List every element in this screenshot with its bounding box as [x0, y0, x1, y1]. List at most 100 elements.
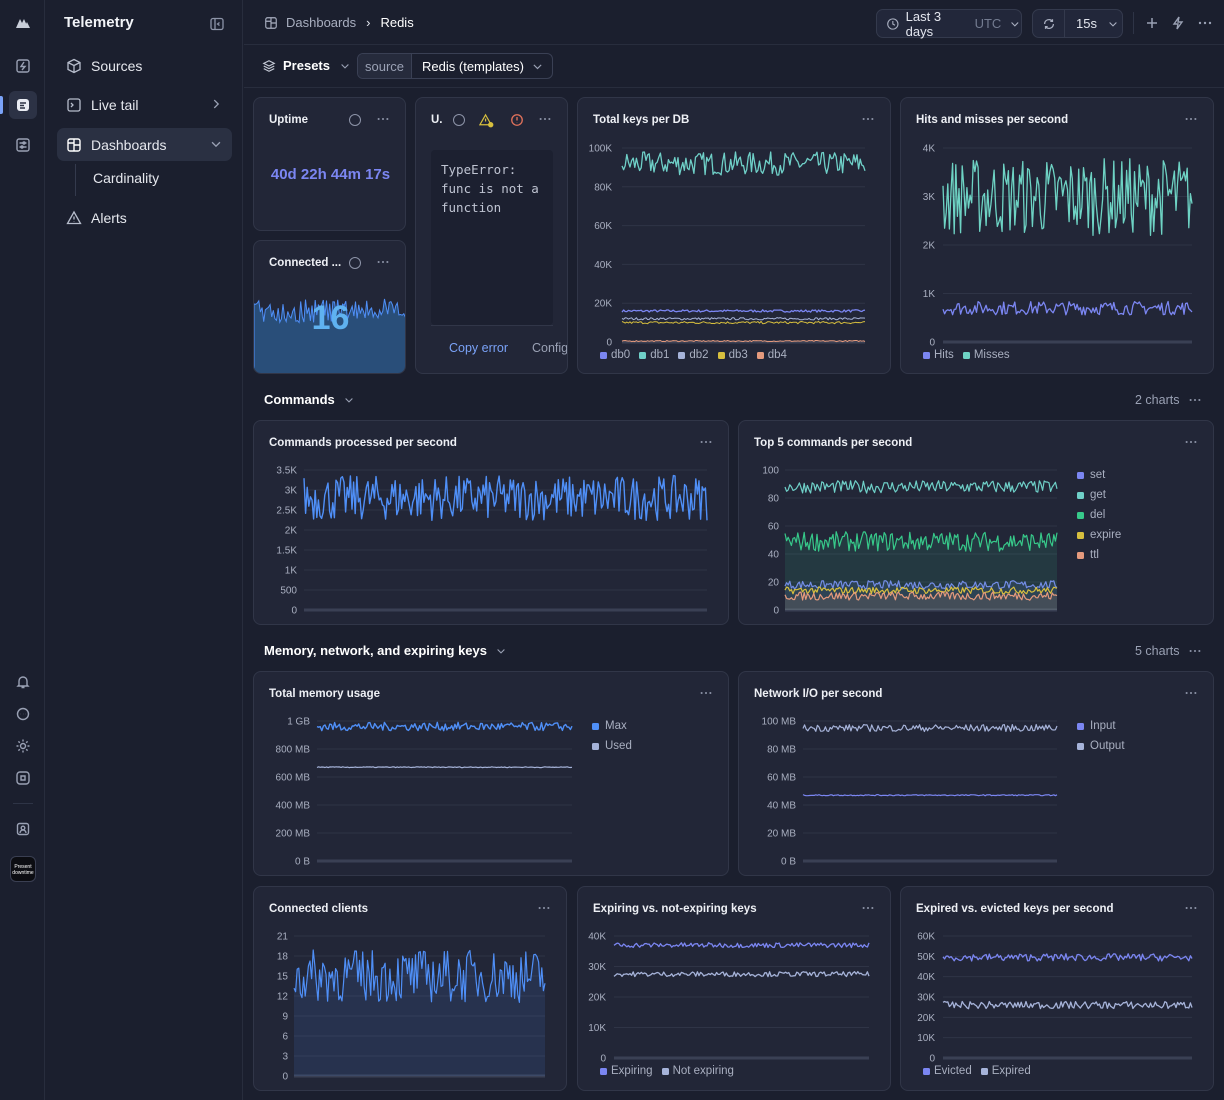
legend-label: Not expiring: [672, 1065, 734, 1077]
chart-top5: 100 80 60 40 20 0: [762, 466, 1058, 617]
series-line-used[interactable]: [316, 766, 573, 769]
refresh-button[interactable]: [1033, 10, 1065, 37]
series-line-clients[interactable]: [293, 949, 546, 1003]
presets-menu[interactable]: Presets: [262, 58, 358, 73]
sidebar-item-live-tail[interactable]: Live tail: [57, 88, 232, 121]
y-tick-label: 30K: [917, 993, 935, 1004]
more-icon[interactable]: [1184, 112, 1198, 126]
series-line-evicted[interactable]: [942, 953, 1193, 962]
series-line-expiring[interactable]: [613, 942, 870, 949]
metrics-icon[interactable]: [9, 131, 37, 159]
series-line-del[interactable]: [784, 531, 1058, 552]
series-line-db4[interactable]: [621, 340, 866, 343]
legend-item[interactable]: set: [1077, 465, 1121, 485]
series-line-max[interactable]: [316, 721, 573, 732]
legend-item[interactable]: Evicted: [923, 1065, 972, 1077]
logo-icon[interactable]: [9, 9, 37, 37]
section-memory[interactable]: Memory, network, and expiring keys: [264, 643, 507, 658]
legend-item[interactable]: Max: [592, 716, 632, 736]
sidebar-item-cardinality[interactable]: Cardinality: [93, 170, 160, 186]
series-line-db2[interactable]: [621, 317, 866, 321]
logs-icon[interactable]: [9, 91, 37, 119]
legend-item[interactable]: Not expiring: [661, 1065, 734, 1077]
series-line-input[interactable]: [802, 794, 1058, 797]
series-line-commands[interactable]: [303, 474, 708, 521]
legend: db0 db1 db2 db3 db4: [600, 349, 796, 361]
lightning-icon[interactable]: [1170, 15, 1186, 31]
series-line-db3[interactable]: [621, 320, 866, 325]
sidebar-item-dashboards[interactable]: Dashboards: [57, 128, 232, 161]
legend-item[interactable]: Misses: [962, 349, 1010, 361]
series-line-db0[interactable]: [621, 309, 866, 313]
legend-item[interactable]: Used: [592, 736, 632, 756]
dashboard-icon: [265, 16, 277, 29]
y-tick-label: 10K: [917, 1033, 935, 1044]
more-icon[interactable]: [699, 686, 713, 700]
more-icon[interactable]: [376, 255, 390, 269]
legend-item[interactable]: ttl: [1077, 545, 1121, 565]
series-line-get[interactable]: [784, 480, 1058, 494]
series-line-set[interactable]: [784, 580, 1058, 590]
section-commands[interactable]: Commands: [264, 392, 355, 407]
legend-item[interactable]: Input: [1077, 716, 1125, 736]
series-line-output[interactable]: [802, 723, 1058, 733]
legend-item[interactable]: db1: [639, 349, 669, 361]
breadcrumb-dashboards[interactable]: Dashboards: [286, 15, 357, 30]
more-icon[interactable]: [538, 112, 552, 126]
legend-item[interactable]: Expired: [980, 1065, 1031, 1077]
more-icon[interactable]: [1197, 15, 1213, 31]
sun-icon[interactable]: [9, 732, 37, 760]
user-settings-icon[interactable]: [9, 815, 37, 843]
y-tick-label: 0: [600, 1054, 606, 1065]
error-icon: [511, 114, 523, 126]
sidebar-item-sources[interactable]: Sources: [57, 49, 232, 82]
time-range-picker[interactable]: Last 3 days UTC: [876, 9, 1022, 39]
sidebar-item-alerts[interactable]: Alerts: [57, 201, 232, 234]
y-tick-label: 10K: [588, 1023, 606, 1034]
breadcrumb-redis: Redis: [380, 15, 414, 30]
plus-icon[interactable]: [1144, 15, 1160, 31]
more-icon[interactable]: [1184, 901, 1198, 915]
legend-swatch: [1077, 471, 1084, 479]
more-icon[interactable]: [537, 901, 551, 915]
panel-net: 100 MB 80 MB 60 MB 40 MB 20 MB 0 B Network I/…: [738, 671, 1214, 876]
legend-item[interactable]: db2: [678, 349, 709, 361]
series-line-misses[interactable]: [942, 158, 1193, 236]
y-tick-label: 9: [282, 1012, 288, 1023]
sidebar-item-label: Alerts: [91, 209, 127, 226]
more-icon[interactable]: [1188, 393, 1202, 407]
more-icon[interactable]: [861, 112, 875, 126]
copy-error-button[interactable]: Copy error: [449, 341, 509, 355]
legend-item[interactable]: db3: [717, 349, 748, 361]
more-icon[interactable]: [861, 901, 875, 915]
legend-item[interactable]: Output: [1077, 736, 1125, 756]
series-line-hits[interactable]: [942, 300, 1193, 316]
refresh-control[interactable]: 15s: [1032, 9, 1123, 38]
series-line-expire[interactable]: [784, 586, 1058, 595]
more-icon[interactable]: [1184, 686, 1198, 700]
legend-item[interactable]: expire: [1077, 525, 1121, 545]
telemetry-icon[interactable]: [9, 52, 37, 80]
chat-icon[interactable]: [9, 700, 37, 728]
source-select[interactable]: source Redis (templates): [357, 53, 553, 79]
sidebar-collapse-icon[interactable]: [209, 16, 225, 32]
y-tick-label: 20K: [917, 1013, 935, 1024]
more-icon[interactable]: [376, 112, 390, 126]
avatar[interactable]: Present downtime: [10, 856, 36, 882]
legend-item[interactable]: Expiring: [600, 1065, 653, 1077]
legend-item[interactable]: del: [1077, 505, 1121, 525]
series-line-db1[interactable]: [621, 151, 866, 176]
bell-icon[interactable]: [9, 668, 37, 696]
more-icon[interactable]: [1184, 435, 1198, 449]
legend-item[interactable]: db0: [600, 349, 630, 361]
more-icon[interactable]: [1188, 644, 1202, 658]
series-line-expired[interactable]: [942, 1000, 1193, 1010]
legend-item[interactable]: get: [1077, 485, 1121, 505]
series-line-not-expiring[interactable]: [613, 971, 870, 978]
series-line-ttl[interactable]: [784, 591, 1058, 601]
command-icon[interactable]: [9, 764, 37, 792]
legend-item[interactable]: Hits: [923, 349, 954, 361]
config-button[interactable]: Config: [532, 341, 568, 355]
legend-item[interactable]: db4: [756, 349, 787, 361]
more-icon[interactable]: [699, 435, 713, 449]
